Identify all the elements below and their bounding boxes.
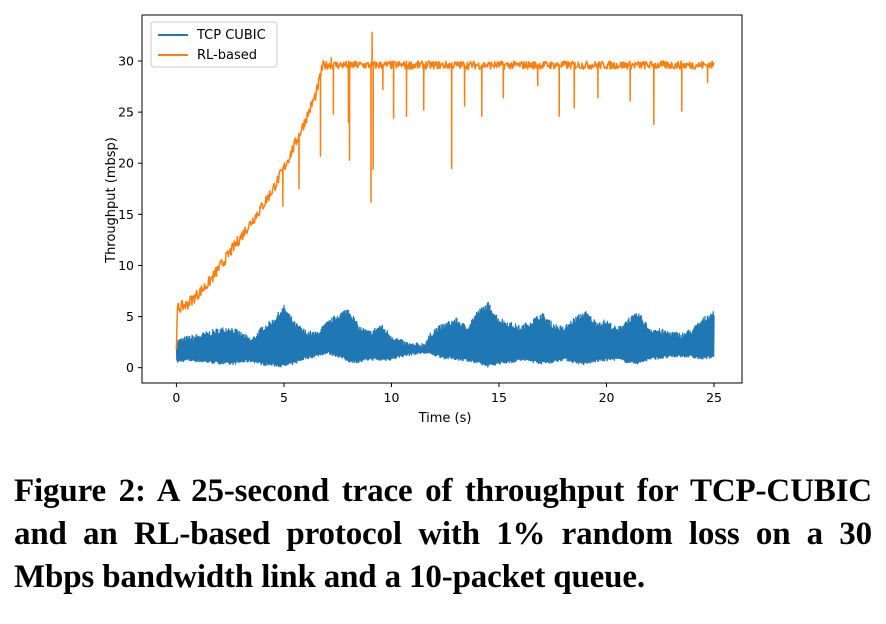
legend: TCP CUBIC RL-based xyxy=(150,21,278,68)
x-tick-label: 10 xyxy=(384,390,400,405)
y-tick-label: 20 xyxy=(118,156,134,171)
throughput-chart: 0 5 10 15 20 25 0 5 10 15 20 25 30 Time (s) Through… xyxy=(104,14,743,426)
legend-label-rl-based: RL-based xyxy=(197,48,257,63)
y-tick-label: 0 xyxy=(126,360,134,375)
y-axis: 0 5 10 15 20 25 30 xyxy=(118,54,142,375)
plot-series xyxy=(175,31,715,368)
x-tick-label: 0 xyxy=(172,390,180,405)
x-tick-label: 5 xyxy=(280,390,288,405)
series-line-rl-based xyxy=(175,31,715,350)
figure-caption: Figure 2: A 25-second trace of throughpu… xyxy=(14,473,872,595)
y-tick-label: 25 xyxy=(118,105,134,120)
x-axis: 0 5 10 15 20 25 xyxy=(172,383,722,405)
y-tick-label: 15 xyxy=(118,207,134,222)
y-tick-label: 30 xyxy=(118,54,134,69)
y-axis-label: Throughput (mbsp) xyxy=(104,137,119,264)
x-tick-label: 25 xyxy=(706,390,722,405)
y-tick-label: 5 xyxy=(126,309,134,324)
legend-label-tcp-cubic: TCP CUBIC xyxy=(196,28,266,43)
series-line-tcp-cubic xyxy=(175,301,715,368)
x-tick-label: 20 xyxy=(599,390,615,405)
x-axis-label: Time (s) xyxy=(418,411,472,426)
plot-area-frame xyxy=(141,14,743,384)
y-tick-label: 10 xyxy=(118,258,134,273)
x-tick-label: 15 xyxy=(491,390,507,405)
